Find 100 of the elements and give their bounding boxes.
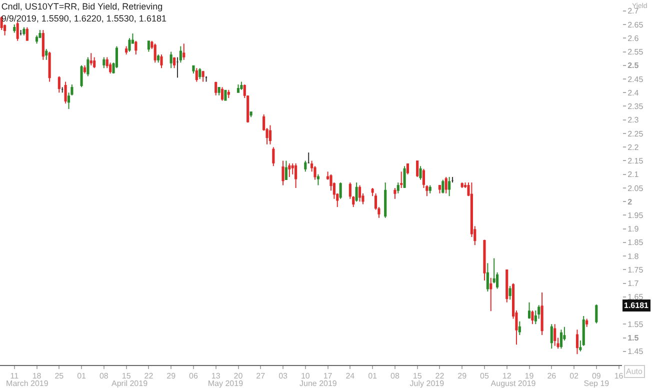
x2-tick-label: July 2019: [410, 379, 445, 388]
candlestick: [80, 64, 83, 88]
y-tick-label: 2.2: [628, 142, 640, 152]
y-tick-label: 2.55: [628, 48, 644, 57]
candlestick: [339, 182, 342, 200]
x2-tick-label: August 2019: [490, 379, 536, 388]
candlestick: [483, 239, 486, 282]
x-tick-label: 02: [570, 372, 580, 381]
candlestick: [93, 56, 96, 69]
annotation: 1.6181: [624, 301, 650, 310]
candlestick: [406, 162, 410, 175]
x-tick-label: 13: [211, 372, 221, 381]
candlestick: [416, 160, 419, 178]
y-tick-label: 2.3: [628, 116, 640, 125]
candlestick: [282, 160, 284, 186]
x-tick-label: 24: [346, 372, 356, 381]
candlestick: [170, 51, 172, 69]
x-tick-label: 18: [32, 372, 42, 381]
candlestick: [560, 329, 563, 350]
candlestick: [20, 29, 22, 36]
candlestick: [42, 29, 44, 60]
candlestick: [576, 329, 579, 355]
x-tick-label: 11: [10, 372, 20, 381]
candlestick: [214, 81, 218, 96]
y-tick-label: 2.25: [628, 129, 644, 138]
candlestick: [284, 160, 288, 180]
x-tick-label: 19: [524, 372, 534, 381]
y-tick-label: 2.35: [628, 102, 644, 112]
candlestick: [490, 277, 492, 312]
x-tick-label: 29: [166, 372, 176, 381]
x-tick-label: 25: [54, 372, 64, 381]
candlestick: [554, 324, 556, 346]
candlestick: [403, 166, 406, 188]
candlestick: [451, 176, 454, 183]
x-tick-label: 05: [480, 372, 490, 381]
candlestick: [176, 56, 179, 78]
y-tick-label: 2.6: [628, 34, 640, 43]
candlestick: [595, 304, 598, 324]
candlestick: [154, 43, 156, 64]
y-tick-label: 1.7: [628, 279, 640, 288]
candlestick: [540, 292, 544, 336]
x-tick-label: 22: [435, 372, 445, 381]
y-tick-label: 1.95: [628, 210, 644, 220]
candlestick: [202, 70, 204, 82]
y-tick-label: 2.1: [628, 170, 640, 180]
y-tick-label: 2.5: [628, 61, 640, 70]
candlestick: [173, 56, 176, 69]
candlestick: [26, 26, 28, 42]
candlestick: [128, 38, 131, 52]
x-tick-label: 16: [614, 372, 624, 381]
candlestick: [147, 40, 150, 52]
candlestick: [486, 262, 489, 292]
y-tick-label: 2.7: [628, 6, 640, 16]
candlestick: [227, 89, 230, 99]
x-tick-label: 20: [234, 372, 244, 381]
x2-tick-label: May 2019: [208, 379, 244, 388]
candlestick: [396, 182, 400, 194]
y-tick-label: 2: [628, 197, 633, 206]
candlestick: [195, 68, 198, 82]
candlestick: [182, 43, 186, 60]
candlestick: [307, 152, 310, 164]
candlestick: [316, 174, 320, 186]
candlestick: [236, 84, 240, 94]
candlestick: [220, 86, 224, 102]
candlestick: [288, 162, 291, 178]
x-tick-label: 06: [189, 372, 198, 381]
candlestick: [384, 182, 387, 218]
y-tick-label: 1.65: [628, 292, 644, 302]
candlestick: [506, 269, 508, 303]
candlestick: [61, 86, 64, 94]
y-tick-label: 2.65: [628, 20, 644, 30]
candlestick: [448, 176, 451, 197]
y-tick-label: 2.4: [628, 88, 640, 98]
candlestick: [438, 184, 441, 194]
candlestick: [204, 76, 208, 82]
x2-tick-label: Sep 19: [584, 379, 610, 388]
candlestick: [586, 318, 588, 328]
candlestick: [304, 160, 307, 172]
x-tick-label: 22: [144, 372, 154, 381]
candlestick: [102, 56, 106, 69]
x-tick-label: 26: [547, 372, 557, 381]
x-tick-label: 17: [323, 372, 333, 381]
x-tick-label: 08: [99, 372, 109, 381]
candlestick: [400, 171, 403, 188]
x-tick-label: 10: [300, 372, 310, 381]
candlestick: [48, 51, 51, 82]
y-tick-label: 1.55: [628, 320, 644, 329]
candlestick: [528, 302, 531, 320]
candlestick: [428, 184, 432, 194]
candlestick: [550, 324, 553, 350]
candlestick: [157, 54, 160, 64]
candlestick: [45, 48, 48, 60]
candlestick: [358, 184, 362, 202]
candlestick: [531, 310, 534, 325]
y-tick-label: 1.75: [628, 265, 644, 274]
candlestick: [419, 166, 422, 180]
candlestick: [508, 286, 512, 300]
candlestick: [125, 46, 128, 55]
y-tick-label: 2.45: [628, 74, 644, 84]
x-tick-label: 12: [502, 372, 512, 381]
